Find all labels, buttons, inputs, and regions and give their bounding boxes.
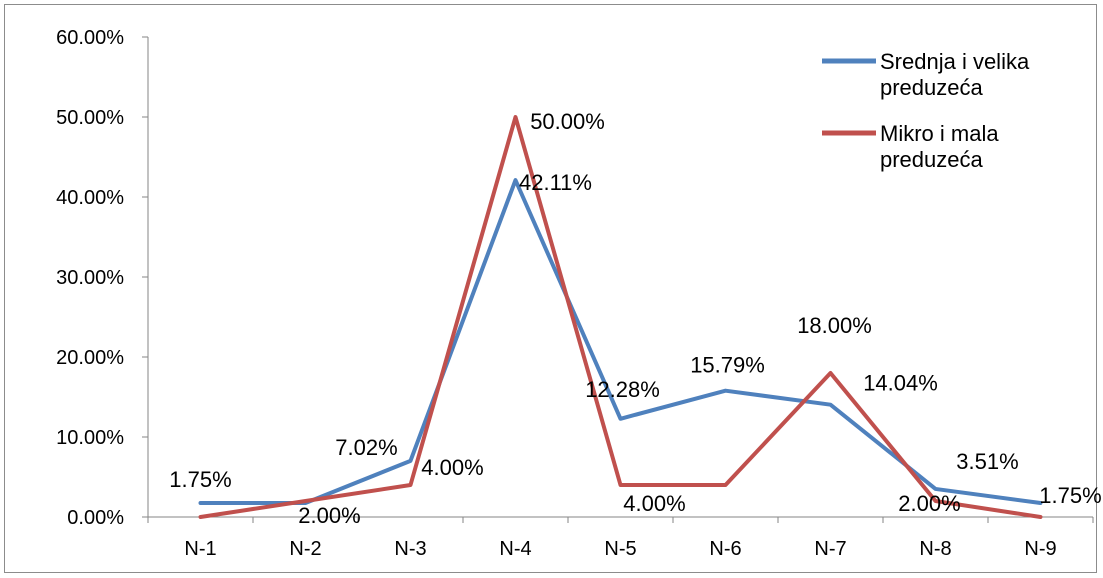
x-tick-label: N-2: [289, 538, 321, 560]
data-label: 2.00%: [898, 491, 960, 516]
data-label: 3.51%: [956, 449, 1018, 474]
y-tick-label: 60.00%: [56, 27, 124, 49]
series-line-1: [198, 178, 1043, 505]
legend-label: Mikro i mala: [880, 121, 999, 146]
x-tick-label: N-9: [1024, 538, 1056, 560]
x-tick-label: N-4: [499, 538, 531, 560]
x-tick-label: N-8: [919, 538, 951, 560]
y-tick-label: 10.00%: [56, 427, 124, 449]
x-tick-label: N-1: [184, 538, 216, 560]
y-tick-label: 0.00%: [67, 507, 124, 529]
data-label: 1.75%: [169, 467, 231, 492]
data-label: 50.00%: [530, 109, 605, 134]
legend-label: preduzeća: [880, 147, 984, 172]
series-line-2: [198, 115, 1043, 519]
data-label: 4.00%: [623, 491, 685, 516]
data-label: 7.02%: [335, 435, 397, 460]
legend-label: Srednja i velika: [880, 49, 1030, 74]
y-tick-label: 50.00%: [56, 107, 124, 129]
data-label: 15.79%: [690, 353, 765, 378]
y-tick-label: 40.00%: [56, 187, 124, 209]
legend-label: preduzeća: [880, 75, 984, 100]
y-tick-label: 30.00%: [56, 267, 124, 289]
data-label: 12.28%: [585, 377, 660, 402]
data-label: 42.11%: [519, 170, 592, 195]
x-tick-label: N-5: [604, 538, 636, 560]
x-tick-label: N-6: [709, 538, 741, 560]
x-tick-label: N-3: [394, 538, 426, 560]
data-label: 2.00%: [298, 503, 360, 528]
data-label: 1.75%: [1039, 483, 1101, 508]
data-label: 4.00%: [421, 455, 483, 480]
data-label: 18.00%: [797, 313, 872, 338]
y-tick-label: 20.00%: [56, 347, 124, 369]
x-tick-label: N-7: [814, 538, 846, 560]
data-label: 14.04%: [863, 371, 938, 396]
